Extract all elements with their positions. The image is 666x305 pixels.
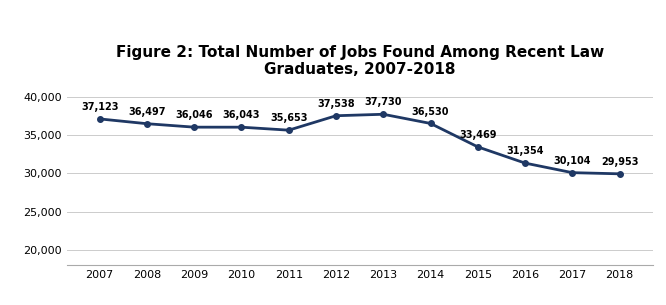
Text: 36,046: 36,046 — [175, 110, 213, 120]
Text: 35,653: 35,653 — [270, 113, 308, 123]
Text: 36,043: 36,043 — [222, 110, 260, 120]
Text: 29,953: 29,953 — [601, 157, 638, 167]
Text: 30,104: 30,104 — [553, 156, 591, 166]
Text: 33,469: 33,469 — [459, 130, 497, 140]
Text: 37,730: 37,730 — [364, 97, 402, 107]
Text: 37,538: 37,538 — [317, 99, 355, 109]
Title: Figure 2: Total Number of Jobs Found Among Recent Law
Graduates, 2007-2018: Figure 2: Total Number of Jobs Found Amo… — [115, 45, 604, 77]
Text: 36,530: 36,530 — [412, 106, 450, 117]
Text: 36,497: 36,497 — [128, 107, 166, 117]
Text: 37,123: 37,123 — [81, 102, 119, 112]
Text: 31,354: 31,354 — [506, 146, 544, 156]
